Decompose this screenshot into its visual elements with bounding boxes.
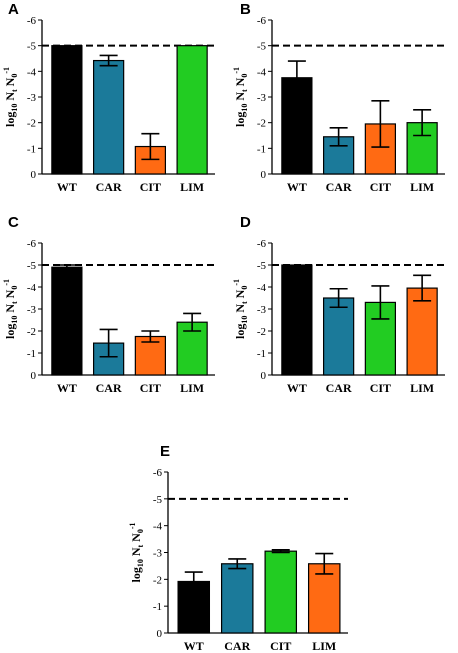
y-tick-label: -2 (153, 574, 162, 586)
y-tick-label: -1 (27, 143, 36, 155)
y-tick-label: 0 (31, 169, 37, 181)
category-label: CIT (140, 180, 161, 194)
y-tick-label: -3 (153, 548, 163, 560)
panel-c: C 0 -1 -2 -3 -4 -5 -6 log10 Nt N0-1 WT CAR CIT LIM (2, 214, 215, 395)
bar-wt (51, 266, 83, 376)
category-label: WT (287, 180, 307, 194)
y-tick-label: -1 (27, 348, 36, 360)
category-label: CAR (224, 639, 250, 653)
bar-cit (134, 335, 167, 376)
panel-letter: A (8, 1, 19, 18)
y-tick-label: -5 (27, 41, 37, 53)
y-tick-label: 0 (261, 370, 267, 382)
bar-lim (176, 45, 208, 175)
bar-cit (264, 550, 298, 634)
y-tick-label: -4 (153, 521, 163, 533)
y-tick-label: -1 (257, 348, 266, 360)
y-tick-label: -2 (27, 326, 36, 338)
y-axis-label: log10 Nt N0-1 (232, 279, 249, 339)
y-tick-label: -5 (153, 494, 163, 506)
y-tick-label: -4 (257, 66, 267, 78)
bar-wt (281, 264, 313, 376)
y-tick-label: -2 (257, 326, 266, 338)
panel-b: B 0 -1 -2 -3 -4 -5 -6 log10 Nt N0-1 WT CAR CIT LIM (232, 1, 445, 194)
panel-letter: E (160, 443, 170, 460)
category-label: CAR (96, 180, 122, 194)
y-tick-label: -3 (257, 92, 267, 104)
y-tick-label: -6 (257, 15, 267, 27)
bar-car (220, 563, 254, 634)
y-tick-label: -4 (27, 282, 37, 294)
y-axis-label: log10 Nt N0-1 (232, 67, 249, 127)
y-tick-label: -5 (257, 260, 267, 272)
category-label: WT (287, 381, 307, 395)
category-label: LIM (180, 381, 204, 395)
y-tick-label: -3 (27, 92, 37, 104)
y-axis-label: log10 Nt N0-1 (2, 67, 19, 127)
y-tick-label: -2 (257, 118, 266, 130)
panel-d: D 0 -1 -2 -3 -4 -5 -6 log10 Nt N0-1 WT CAR CIT LIM (232, 214, 445, 395)
y-tick-label: -6 (27, 15, 37, 27)
y-tick-label: -1 (257, 143, 266, 155)
y-tick-label: -5 (257, 41, 267, 53)
y-tick-label: 0 (31, 370, 37, 382)
y-tick-label: -3 (257, 304, 267, 316)
bar-lim (406, 287, 438, 376)
category-label: WT (57, 381, 77, 395)
category-label: LIM (410, 381, 434, 395)
category-label: CIT (140, 381, 161, 395)
bar-car (322, 297, 355, 376)
category-label: CAR (326, 180, 352, 194)
y-axis-label: log10 Nt N0-1 (128, 522, 145, 582)
category-label: CAR (96, 381, 122, 395)
panel-e: E 0 -1 -2 -3 -4 -5 -6 log10 Nt N0-1 WT CAR CIT LIM (128, 443, 348, 653)
category-label: LIM (312, 639, 336, 653)
category-label: CIT (370, 381, 391, 395)
category-label: LIM (180, 180, 204, 194)
y-tick-label: -6 (27, 238, 37, 250)
y-axis-label: log10 Nt N0-1 (2, 279, 19, 339)
y-tick-label: -2 (27, 118, 36, 130)
panel-letter: B (240, 1, 251, 18)
y-tick-label: -5 (27, 260, 37, 272)
panel-letter: C (8, 214, 19, 231)
y-tick-label: -4 (257, 282, 267, 294)
y-tick-label: -6 (257, 238, 267, 250)
y-tick-label: -3 (27, 304, 37, 316)
category-label: WT (57, 180, 77, 194)
bar-wt (51, 45, 83, 175)
category-label: LIM (410, 180, 434, 194)
panel-letter: D (240, 214, 251, 231)
y-tick-label: 0 (261, 169, 267, 181)
panel-a: A 0 -1 -2 -3 -4 -5 -6 log10 Nt N0-1 WT CAR CIT LIM (2, 1, 215, 194)
y-tick-label: -1 (153, 601, 162, 613)
category-label: CIT (370, 180, 391, 194)
category-label: WT (184, 639, 204, 653)
y-tick-label: -4 (27, 66, 37, 78)
category-label: CIT (270, 639, 291, 653)
y-tick-label: -6 (153, 467, 163, 479)
bar-car (92, 59, 125, 175)
y-tick-label: 0 (157, 628, 163, 640)
category-label: CAR (326, 381, 352, 395)
